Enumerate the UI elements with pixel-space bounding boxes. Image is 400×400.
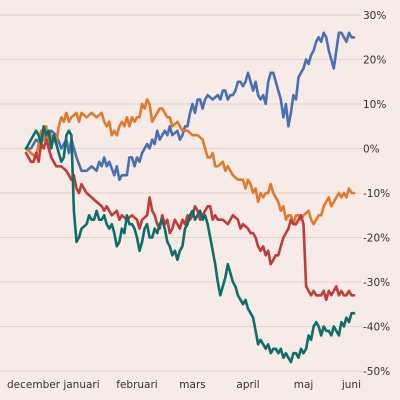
y-tick-label: -20% (363, 233, 390, 245)
x-tick-label: maj (294, 379, 314, 391)
series-lines (24, 31, 356, 364)
series-line-4 (24, 125, 356, 364)
series-line-2 (24, 98, 356, 226)
y-tick-label: 30% (363, 10, 386, 22)
x-tick-label: juni (341, 379, 361, 391)
y-tick-label: 20% (363, 55, 386, 67)
y-tick-label: -50% (363, 366, 390, 378)
x-tick-label: januari (62, 379, 99, 391)
x-tick-label: april (236, 379, 259, 391)
series-line-1 (24, 31, 356, 181)
x-axis-tick-labels: december januari februari mars april maj juni (7, 379, 361, 391)
y-axis-tick-labels: 30% 20% 10% 0% -10% -20% -30% -40% -50% (363, 10, 390, 378)
x-tick-label: februari (116, 379, 157, 391)
x-tick-label: december (7, 379, 61, 391)
y-tick-label: -40% (363, 322, 390, 334)
y-tick-label: -10% (363, 188, 390, 200)
grid (0, 14, 362, 372)
y-tick-label: -30% (363, 277, 390, 289)
x-tick-label: mars (179, 379, 205, 391)
y-tick-label: 0% (363, 144, 380, 156)
y-tick-label: 10% (363, 99, 386, 111)
